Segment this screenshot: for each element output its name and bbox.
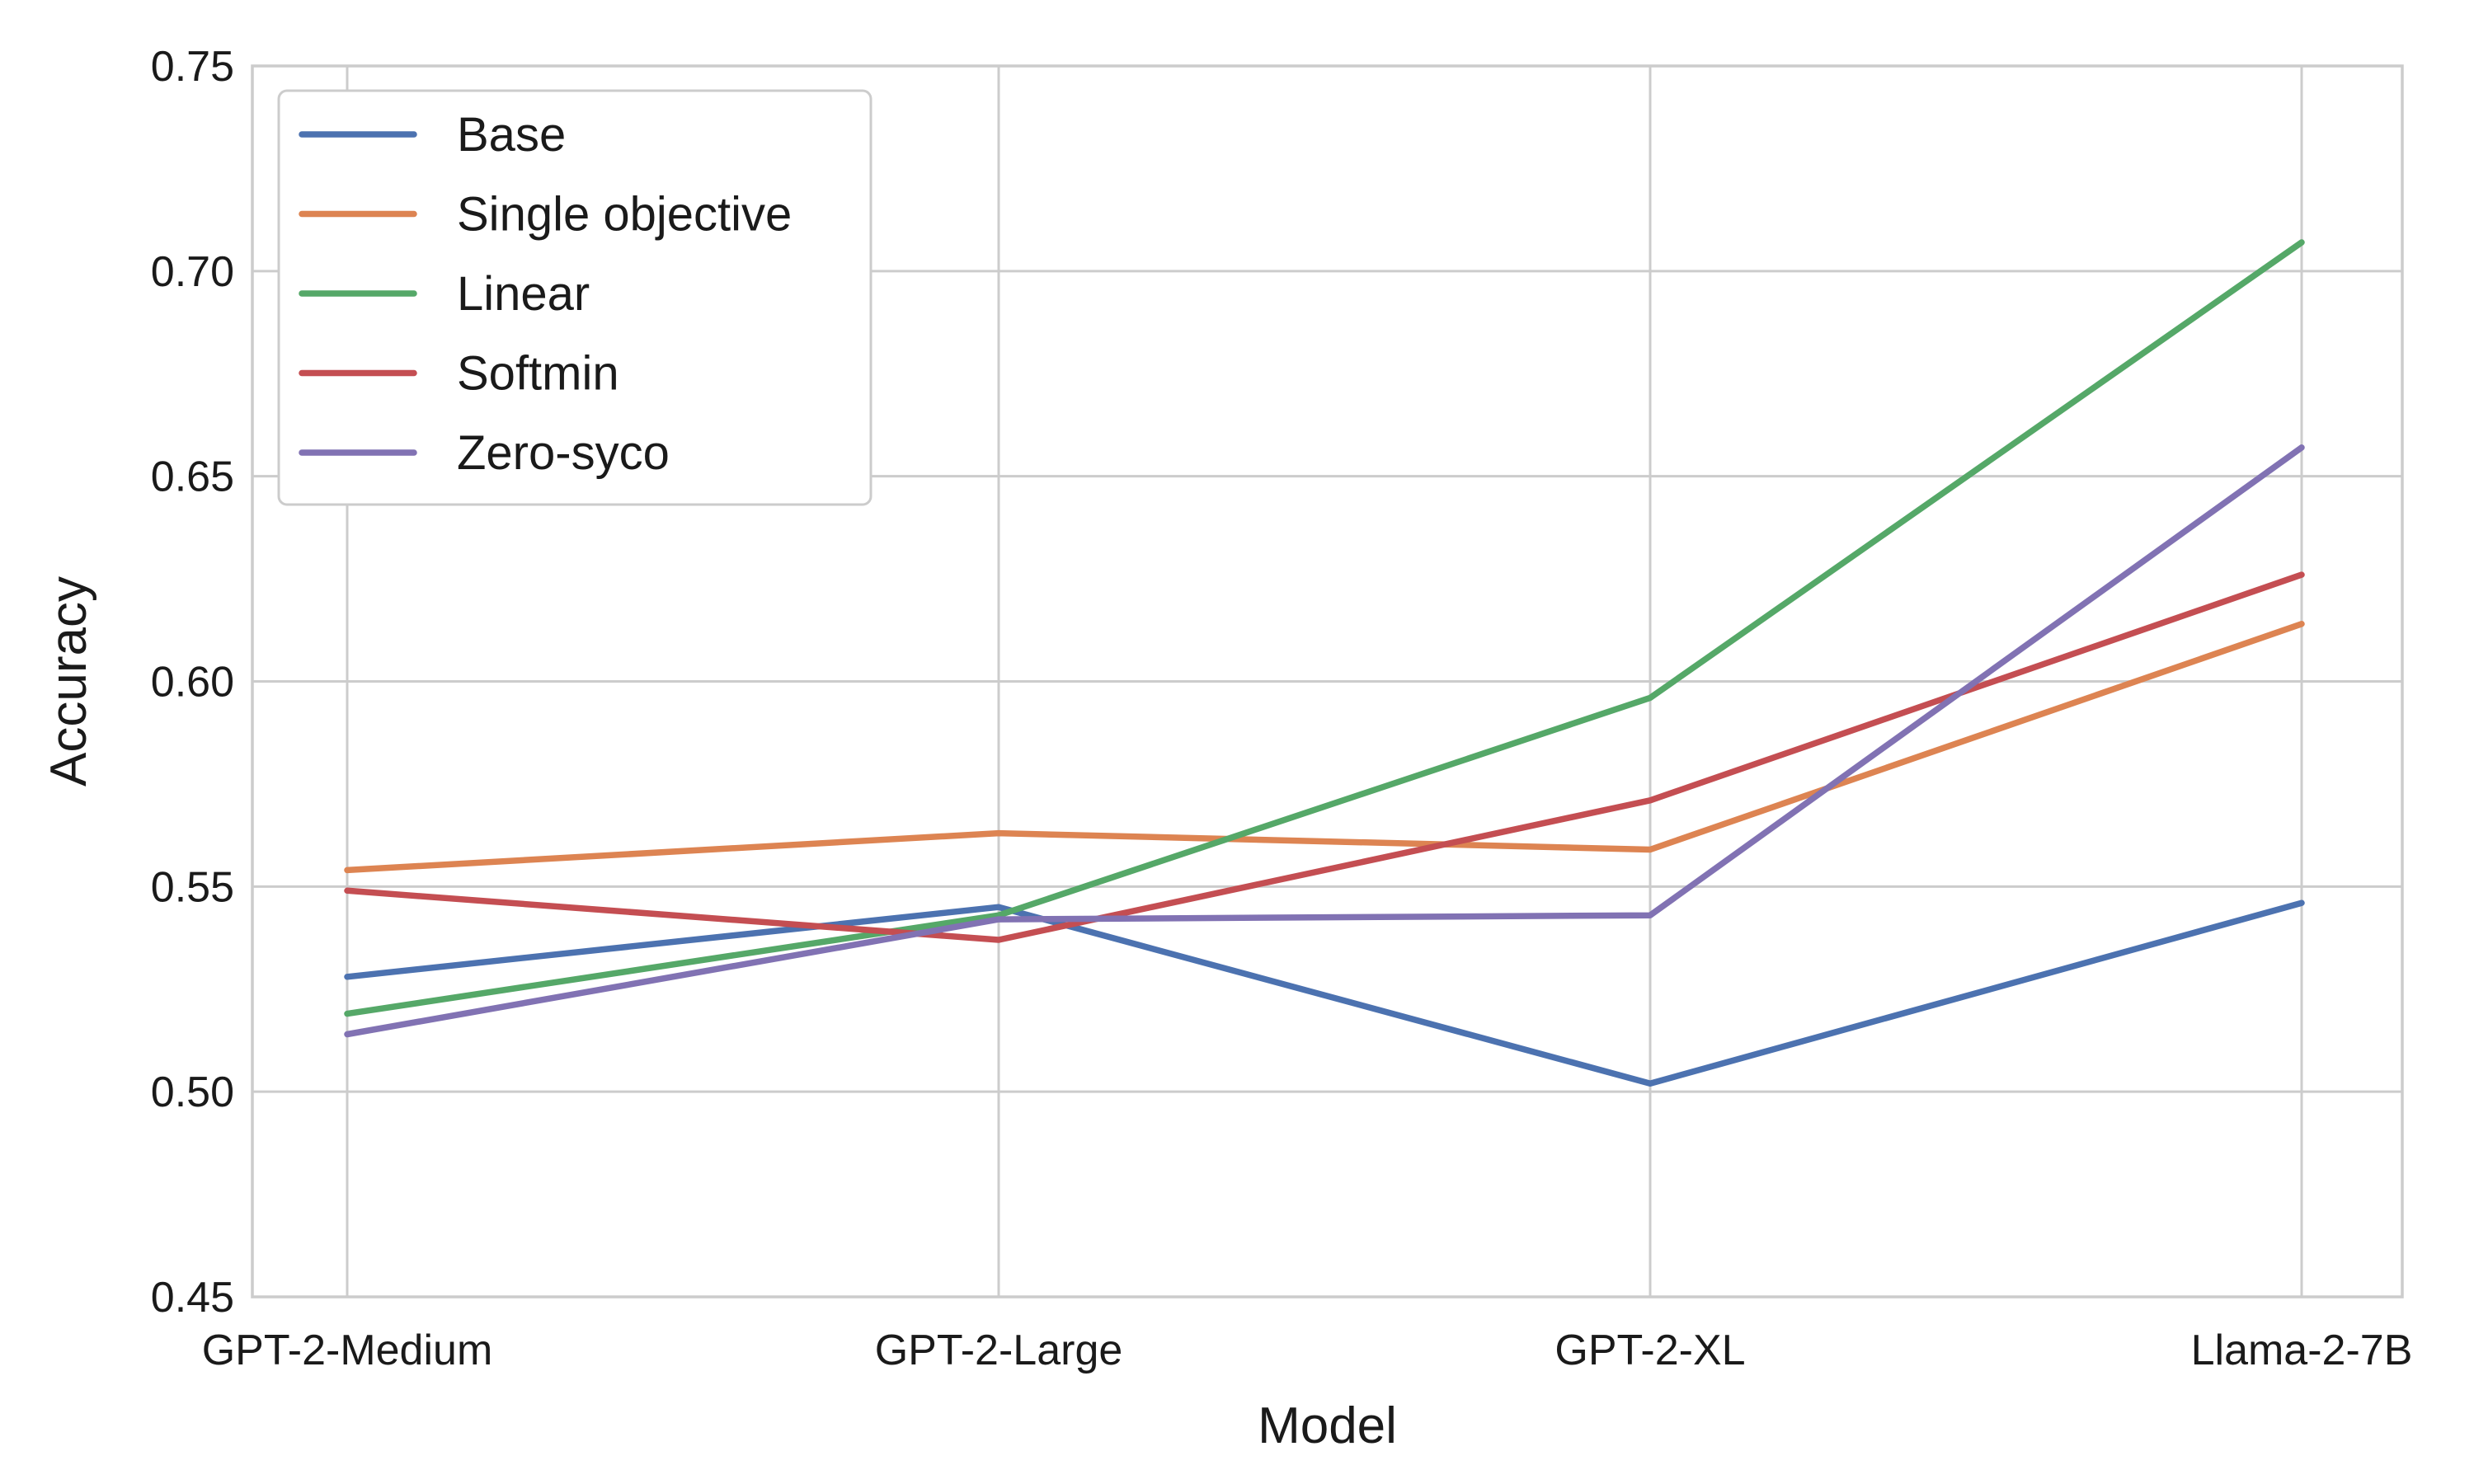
series-line-single-objective — [344, 621, 2305, 874]
series-lines — [344, 239, 2305, 1087]
y-tick-label: 0.70 — [151, 248, 234, 296]
legend-label: Zero-syco — [457, 426, 670, 480]
x-tick-label: GPT-2-XL — [1554, 1327, 1745, 1374]
y-axis-ticks: 0.45 0.50 0.55 0.60 0.65 0.70 0.75 — [151, 43, 234, 1322]
x-tick-label: GPT-2-Medium — [202, 1327, 493, 1374]
series-line-base — [344, 899, 2305, 1087]
plot-frame — [251, 64, 2404, 1298]
y-axis-title: Accuracy — [40, 576, 97, 787]
x-axis-ticks: GPT-2-Medium GPT-2-Large GPT-2-XL Llama-2-7… — [202, 1327, 2413, 1374]
y-tick-label: 0.65 — [151, 453, 234, 501]
legend-label: Base — [457, 108, 566, 162]
y-tick-label: 0.60 — [151, 659, 234, 707]
legend-label: Softmin — [457, 347, 619, 401]
x-tick-label: GPT-2-Large — [875, 1327, 1123, 1374]
y-tick-label: 0.75 — [151, 43, 234, 91]
y-tick-label: 0.55 — [151, 863, 234, 911]
x-axis-title: Model — [1258, 1397, 1397, 1454]
series-line-linear — [344, 239, 2305, 1017]
series-line-zero-syco — [344, 444, 2305, 1038]
y-tick-label: 0.45 — [151, 1274, 234, 1322]
legend-box — [277, 89, 872, 506]
series-line-softmin — [344, 571, 2305, 943]
legend: Base Single objective Linear Softmin Zero-sy… — [277, 89, 872, 506]
legend-label: Linear — [457, 267, 590, 321]
x-tick-label: Llama-2-7B — [2191, 1327, 2413, 1374]
legend-label: Single objective — [457, 188, 792, 242]
y-tick-label: 0.50 — [151, 1068, 234, 1116]
